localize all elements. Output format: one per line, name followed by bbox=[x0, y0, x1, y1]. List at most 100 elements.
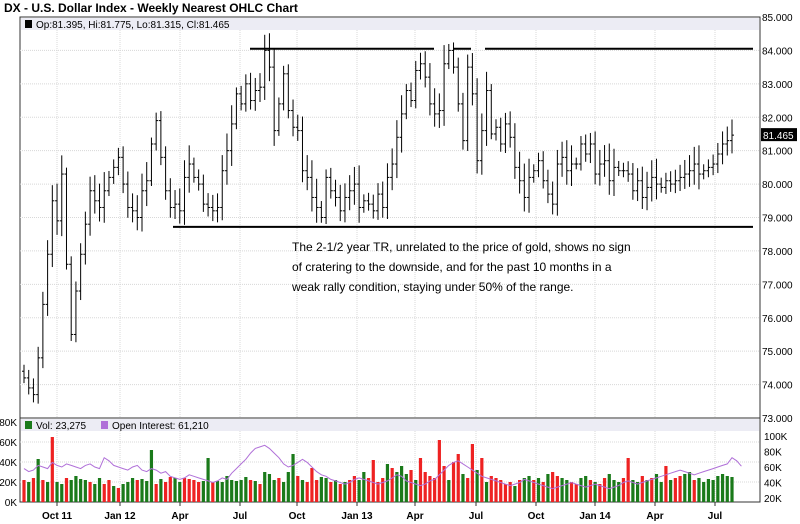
ohlc-bar bbox=[616, 160, 621, 176]
ohlc-bar bbox=[338, 184, 343, 222]
ohlc-bar bbox=[191, 157, 196, 183]
ohlc-bar bbox=[550, 181, 555, 215]
volume-bar bbox=[348, 480, 352, 502]
ohlc-bar bbox=[593, 131, 598, 185]
ohlc-bar bbox=[253, 77, 258, 111]
volume-bar bbox=[532, 480, 536, 502]
ohlc-bar bbox=[460, 92, 465, 150]
volume-bar bbox=[22, 480, 26, 502]
ohlc-bar bbox=[116, 147, 121, 176]
ohlc-bar bbox=[659, 177, 664, 193]
ohlc-bar bbox=[437, 93, 442, 128]
volume-bar bbox=[631, 480, 635, 502]
ohlc-bar bbox=[404, 84, 409, 120]
volume-bar bbox=[565, 480, 569, 502]
ohlc-bar bbox=[229, 105, 234, 166]
ohlc-bar bbox=[73, 281, 78, 343]
volume-bar bbox=[551, 472, 555, 502]
ohlc-bar bbox=[352, 166, 357, 205]
volume-bar bbox=[69, 480, 73, 502]
volume-bar bbox=[93, 484, 97, 502]
ohlc-bar bbox=[588, 132, 593, 164]
volume-bar bbox=[716, 476, 720, 502]
ohlc-bar bbox=[465, 54, 470, 151]
ohlc-bar bbox=[239, 85, 244, 111]
volume-bar bbox=[102, 484, 106, 502]
volume-tick-label: 20K bbox=[0, 478, 17, 489]
ohlc-bar bbox=[215, 193, 220, 223]
volume-bar bbox=[503, 484, 508, 502]
ohlc-bar bbox=[319, 201, 324, 223]
ohlc-bar bbox=[234, 87, 239, 130]
ohlc-bar bbox=[130, 193, 135, 223]
x-tick-label: Oct 11 bbox=[42, 511, 72, 522]
ohlc-bar bbox=[470, 53, 475, 106]
volume-bar bbox=[64, 478, 69, 502]
ohlc-bar bbox=[342, 183, 347, 223]
ohlc-bar bbox=[206, 193, 211, 217]
volume-bar bbox=[612, 480, 616, 502]
ohlc-bar bbox=[385, 163, 390, 220]
ohlc-bar bbox=[560, 141, 565, 177]
ohlc-bar bbox=[314, 178, 319, 223]
ohlc-bar bbox=[31, 378, 36, 403]
volume-bar bbox=[225, 476, 229, 502]
volume-bar bbox=[621, 478, 626, 502]
x-tick-label: Apr bbox=[646, 511, 663, 522]
price-tick-label: 80.000 bbox=[762, 180, 793, 191]
ohlc-bar bbox=[125, 171, 130, 218]
volume-bar bbox=[74, 476, 78, 502]
volume-bar bbox=[206, 458, 210, 502]
ohlc-bar bbox=[135, 195, 140, 231]
volume-bar bbox=[484, 482, 489, 502]
volume-bar bbox=[220, 482, 224, 502]
volume-tick-label: 40K bbox=[0, 458, 17, 469]
ohlc-bar bbox=[711, 154, 716, 176]
volume-bar bbox=[730, 477, 734, 502]
oi-legend-text: Open Interest: 61,210 bbox=[112, 421, 209, 432]
ohlc-bar bbox=[612, 148, 616, 197]
volume-bar bbox=[418, 458, 423, 502]
volume-bar bbox=[31, 478, 36, 502]
ohlc-bar bbox=[715, 142, 720, 174]
ohlc-bar bbox=[527, 158, 532, 213]
ohlc-bar bbox=[40, 291, 45, 369]
volume-bar bbox=[395, 472, 399, 502]
price-axis: 73.000 74.000 75.000 76.000 77.000 78.000 79.0… bbox=[762, 13, 793, 425]
ohlc-bar bbox=[720, 131, 725, 165]
price-tick-label: 85.000 bbox=[762, 13, 793, 24]
volume-bar bbox=[371, 460, 375, 502]
volume-bar bbox=[97, 478, 102, 502]
ohlc-bar bbox=[201, 174, 206, 212]
ohlc-bar bbox=[692, 146, 697, 185]
volume-bar bbox=[130, 478, 135, 502]
price-legend-swatch bbox=[25, 20, 32, 28]
ohlc-bar bbox=[475, 78, 480, 174]
volume-bar bbox=[187, 479, 191, 502]
ohlc-bar bbox=[106, 170, 111, 197]
ohlc-bar bbox=[706, 159, 711, 178]
volume-bar bbox=[470, 444, 474, 502]
ohlc-bar bbox=[83, 211, 88, 265]
ohlc-bar bbox=[621, 162, 626, 178]
volume-bar bbox=[338, 484, 342, 502]
volume-bar bbox=[475, 470, 479, 502]
last-price-label: 81.465 bbox=[763, 131, 794, 142]
ohlc-bar bbox=[597, 149, 602, 186]
ohlc-bar bbox=[102, 172, 107, 223]
volume-bar bbox=[409, 470, 413, 502]
volume-bar bbox=[428, 476, 432, 502]
volume-bar bbox=[168, 477, 172, 502]
ohlc-bar bbox=[22, 364, 26, 384]
volume-bar bbox=[333, 480, 338, 502]
volume-bar bbox=[607, 474, 611, 502]
volume-bar bbox=[343, 482, 347, 502]
price-tick-label: 83.000 bbox=[762, 80, 793, 91]
x-tick-label: Oct bbox=[289, 511, 306, 522]
ohlc-bar bbox=[517, 151, 522, 194]
ohlc-bar bbox=[173, 190, 178, 220]
ohlc-bar bbox=[224, 133, 229, 185]
volume-bar bbox=[636, 482, 640, 502]
ohlc-bar bbox=[149, 137, 154, 187]
